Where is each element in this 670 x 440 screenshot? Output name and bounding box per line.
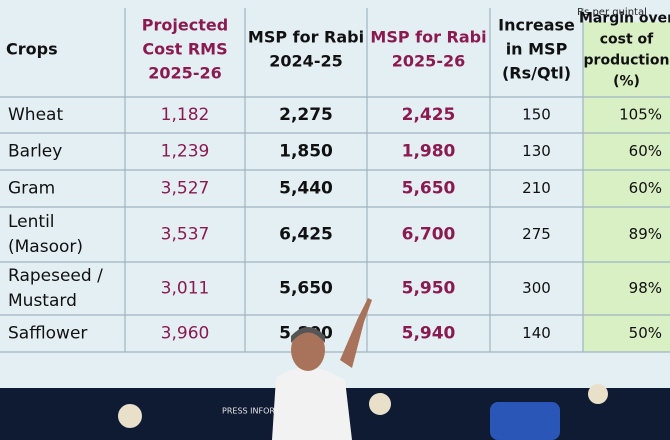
crop-name: Gram bbox=[8, 179, 55, 199]
column-header: (%) bbox=[613, 74, 640, 90]
table-cell: 50% bbox=[629, 324, 662, 342]
table-cell: 3,011 bbox=[161, 279, 210, 299]
crop-name: Lentil bbox=[8, 212, 55, 232]
column-header: (Rs/Qtl) bbox=[502, 64, 571, 83]
logo bbox=[369, 393, 391, 415]
table-cell: 105% bbox=[619, 106, 662, 124]
table-cell: 5,950 bbox=[402, 279, 456, 299]
crop-name: (Masoor) bbox=[8, 237, 83, 257]
table-cell: 6,700 bbox=[402, 225, 456, 245]
table-cell: 300 bbox=[522, 279, 551, 297]
table-cell: 5,940 bbox=[402, 324, 456, 344]
table-cell: 210 bbox=[522, 179, 551, 197]
table-cell: 3,960 bbox=[161, 324, 210, 344]
table-cell: 275 bbox=[522, 225, 551, 243]
column-header: in MSP bbox=[506, 40, 568, 59]
table-cell: 89% bbox=[629, 225, 662, 243]
banner-text: PRESS INFORMATION bbox=[222, 407, 306, 416]
table-cell: 1,980 bbox=[402, 142, 456, 162]
table-cell: 130 bbox=[522, 142, 551, 160]
screen bbox=[0, 0, 670, 388]
table-cell: 60% bbox=[629, 179, 662, 197]
table-cell: 2,425 bbox=[402, 105, 456, 125]
table-cell: 150 bbox=[522, 106, 551, 124]
crop-name: Barley bbox=[8, 142, 62, 162]
table-cell: 98% bbox=[629, 279, 662, 297]
column-header: Margin over bbox=[579, 11, 670, 27]
table-cell: 1,239 bbox=[161, 142, 210, 162]
column-header: cost of bbox=[600, 32, 654, 48]
unit-note: Rs per quintal bbox=[577, 7, 647, 18]
chair bbox=[490, 402, 560, 440]
table-cell: 3,527 bbox=[161, 179, 210, 199]
table-cell: 1,850 bbox=[279, 142, 333, 162]
table-cell: 140 bbox=[522, 324, 551, 342]
table-cell: 5,440 bbox=[279, 179, 333, 199]
table-cell: 2,275 bbox=[279, 105, 333, 125]
column-header: production bbox=[584, 53, 670, 69]
crop-name: Rapeseed / bbox=[8, 266, 103, 286]
crop-name: Wheat bbox=[8, 105, 63, 125]
speaker-head bbox=[291, 329, 325, 371]
column-header: Cost RMS bbox=[142, 40, 227, 59]
table-cell: 5,650 bbox=[402, 179, 456, 199]
logo bbox=[118, 404, 142, 428]
table-cell: 5,650 bbox=[279, 279, 333, 299]
crop-name: Mustard bbox=[8, 291, 77, 311]
column-header: 2025-26 bbox=[148, 64, 221, 83]
speaker-shirt bbox=[272, 367, 352, 440]
column-header: MSP for Rabi bbox=[370, 28, 486, 47]
column-header: 2025-26 bbox=[392, 52, 465, 71]
column-header: Crops bbox=[6, 40, 58, 59]
logo bbox=[588, 384, 608, 404]
speaker-hair bbox=[291, 327, 325, 343]
table-cell: 6,425 bbox=[279, 225, 333, 245]
speaker-arm bbox=[340, 298, 372, 368]
column-header: Increase bbox=[498, 16, 575, 35]
crop-name: Safflower bbox=[8, 324, 87, 344]
margin-column bbox=[583, 22, 670, 352]
column-header: Projected bbox=[142, 16, 228, 35]
table-cell: 3,537 bbox=[161, 225, 210, 245]
table-cell: 1,182 bbox=[161, 105, 210, 125]
column-header: 2024-25 bbox=[269, 52, 342, 71]
column-header: MSP for Rabi bbox=[248, 28, 364, 47]
table-cell: 60% bbox=[629, 142, 662, 160]
